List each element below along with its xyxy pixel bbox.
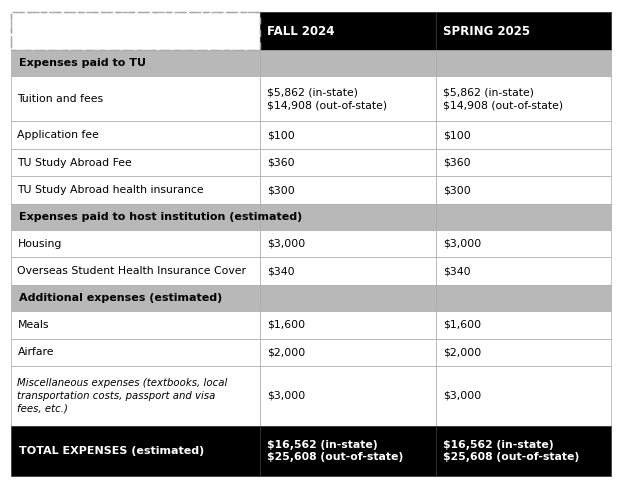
Bar — [260, 311, 436, 339]
Text: Housing: Housing — [17, 239, 62, 249]
Bar — [436, 230, 611, 258]
Bar — [11, 50, 260, 76]
Text: $1,600: $1,600 — [443, 320, 481, 330]
Bar — [260, 76, 436, 122]
Text: Meals: Meals — [17, 320, 49, 330]
Text: $360: $360 — [443, 157, 471, 168]
Bar — [436, 176, 611, 204]
Bar — [436, 366, 611, 426]
Bar — [436, 122, 611, 149]
Bar — [11, 12, 260, 50]
Text: Application fee: Application fee — [17, 130, 100, 140]
Bar — [11, 204, 260, 230]
Bar — [11, 258, 260, 285]
Text: $5,862 (in-state)
$14,908 (out-of-state): $5,862 (in-state) $14,908 (out-of-state) — [267, 87, 388, 110]
Text: $340: $340 — [443, 266, 471, 276]
Text: $2,000: $2,000 — [443, 347, 481, 357]
Bar — [11, 76, 260, 122]
Bar — [11, 230, 260, 258]
Text: SPRING 2025: SPRING 2025 — [443, 25, 531, 37]
Bar — [11, 122, 260, 149]
Bar — [436, 426, 611, 476]
Text: Expenses paid to host institution (estimated): Expenses paid to host institution (estim… — [19, 212, 302, 222]
Text: $1,600: $1,600 — [267, 320, 305, 330]
Text: $300: $300 — [267, 185, 295, 195]
Text: $3,000: $3,000 — [443, 391, 481, 401]
Bar — [260, 258, 436, 285]
Bar — [260, 285, 436, 311]
Text: Expenses paid to TU: Expenses paid to TU — [19, 58, 146, 68]
Text: $300: $300 — [443, 185, 471, 195]
Bar — [11, 426, 260, 476]
Text: TOTAL EXPENSES (estimated): TOTAL EXPENSES (estimated) — [19, 446, 204, 456]
Text: $3,000: $3,000 — [443, 239, 481, 249]
Text: $100: $100 — [443, 130, 471, 140]
Bar — [436, 12, 611, 50]
Bar — [260, 149, 436, 176]
Text: Overseas Student Health Insurance Cover: Overseas Student Health Insurance Cover — [17, 266, 246, 276]
Bar — [260, 50, 436, 76]
Text: FALL 2024: FALL 2024 — [267, 25, 335, 37]
Bar — [436, 149, 611, 176]
Bar — [11, 366, 260, 426]
Text: TU Study Abroad Fee: TU Study Abroad Fee — [17, 157, 132, 168]
Bar — [260, 339, 436, 366]
Bar — [11, 311, 260, 339]
Text: Miscellaneous expenses (textbooks, local
transportation costs, passport and visa: Miscellaneous expenses (textbooks, local… — [17, 378, 228, 414]
Bar — [260, 122, 436, 149]
Bar — [436, 204, 611, 230]
Text: TU Study Abroad health insurance: TU Study Abroad health insurance — [17, 185, 204, 195]
Bar — [436, 76, 611, 122]
Text: $5,862 (in-state)
$14,908 (out-of-state): $5,862 (in-state) $14,908 (out-of-state) — [443, 87, 564, 110]
Bar — [436, 258, 611, 285]
Bar — [260, 176, 436, 204]
Bar — [260, 230, 436, 258]
Text: Tuition and fees: Tuition and fees — [17, 94, 103, 104]
Text: $3,000: $3,000 — [267, 391, 306, 401]
Bar — [260, 366, 436, 426]
Text: $2,000: $2,000 — [267, 347, 306, 357]
Bar — [436, 50, 611, 76]
Text: Additional expenses (estimated): Additional expenses (estimated) — [19, 293, 222, 303]
Bar — [436, 285, 611, 311]
Bar — [436, 311, 611, 339]
Bar — [11, 339, 260, 366]
Bar — [436, 339, 611, 366]
Text: $3,000: $3,000 — [267, 239, 306, 249]
Text: $360: $360 — [267, 157, 295, 168]
Text: $100: $100 — [267, 130, 295, 140]
Bar — [11, 149, 260, 176]
Bar — [11, 12, 260, 50]
Text: $16,562 (in-state)
$25,608 (out-of-state): $16,562 (in-state) $25,608 (out-of-state… — [267, 440, 404, 463]
Bar — [11, 285, 260, 311]
Text: $16,562 (in-state)
$25,608 (out-of-state): $16,562 (in-state) $25,608 (out-of-state… — [443, 440, 580, 463]
Text: $340: $340 — [267, 266, 295, 276]
Bar — [260, 426, 436, 476]
Text: Airfare: Airfare — [17, 347, 54, 357]
Bar — [260, 12, 436, 50]
Bar — [11, 176, 260, 204]
Bar — [260, 204, 436, 230]
